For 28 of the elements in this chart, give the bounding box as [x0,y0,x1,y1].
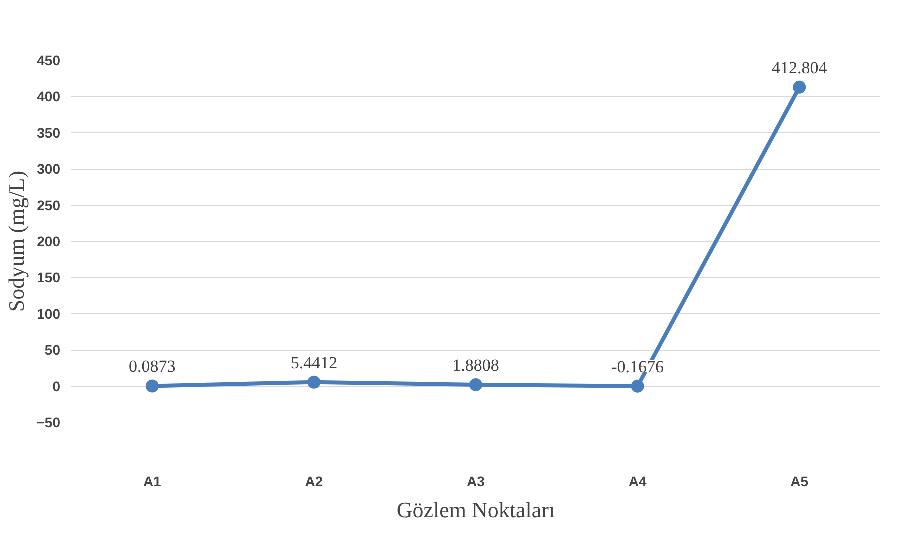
y-tick-label: 150 [37,270,61,286]
text: 412.804 [772,58,828,78]
text: 0.0873 [129,357,176,376]
text: 5.4412 [290,353,338,372]
y-tick-label: 300 [37,161,61,178]
point [631,380,644,393]
y-tick-label: 200 [37,234,61,250]
point [146,380,159,393]
x-tick-label: A1 [143,474,162,490]
point [470,378,482,392]
y-tick-label: 400 [37,88,61,105]
y-tick-label: 450 [37,52,61,68]
x-tick-label: A2 [305,474,324,490]
x-tick-label: A5 [790,474,809,490]
point [308,376,321,389]
x-tick-label: A4 [628,474,647,490]
y-tick-label: 50 [44,342,61,358]
y-tick-label: 350 [37,124,61,141]
y-tick-label: 0 [52,378,61,394]
y-tick-label: 250 [37,197,61,214]
y-axis-title: Sodyum (mg/L) [4,170,29,312]
text: 1.8808 [452,356,500,375]
y-tick-label: −50 [36,414,61,430]
point [793,80,806,94]
y-tick-label: 100 [37,306,61,322]
x-axis-title: Gözlem Noktaları [396,498,556,522]
x-tick-label: A3 [467,474,486,490]
text: -0.1676 [612,357,664,376]
